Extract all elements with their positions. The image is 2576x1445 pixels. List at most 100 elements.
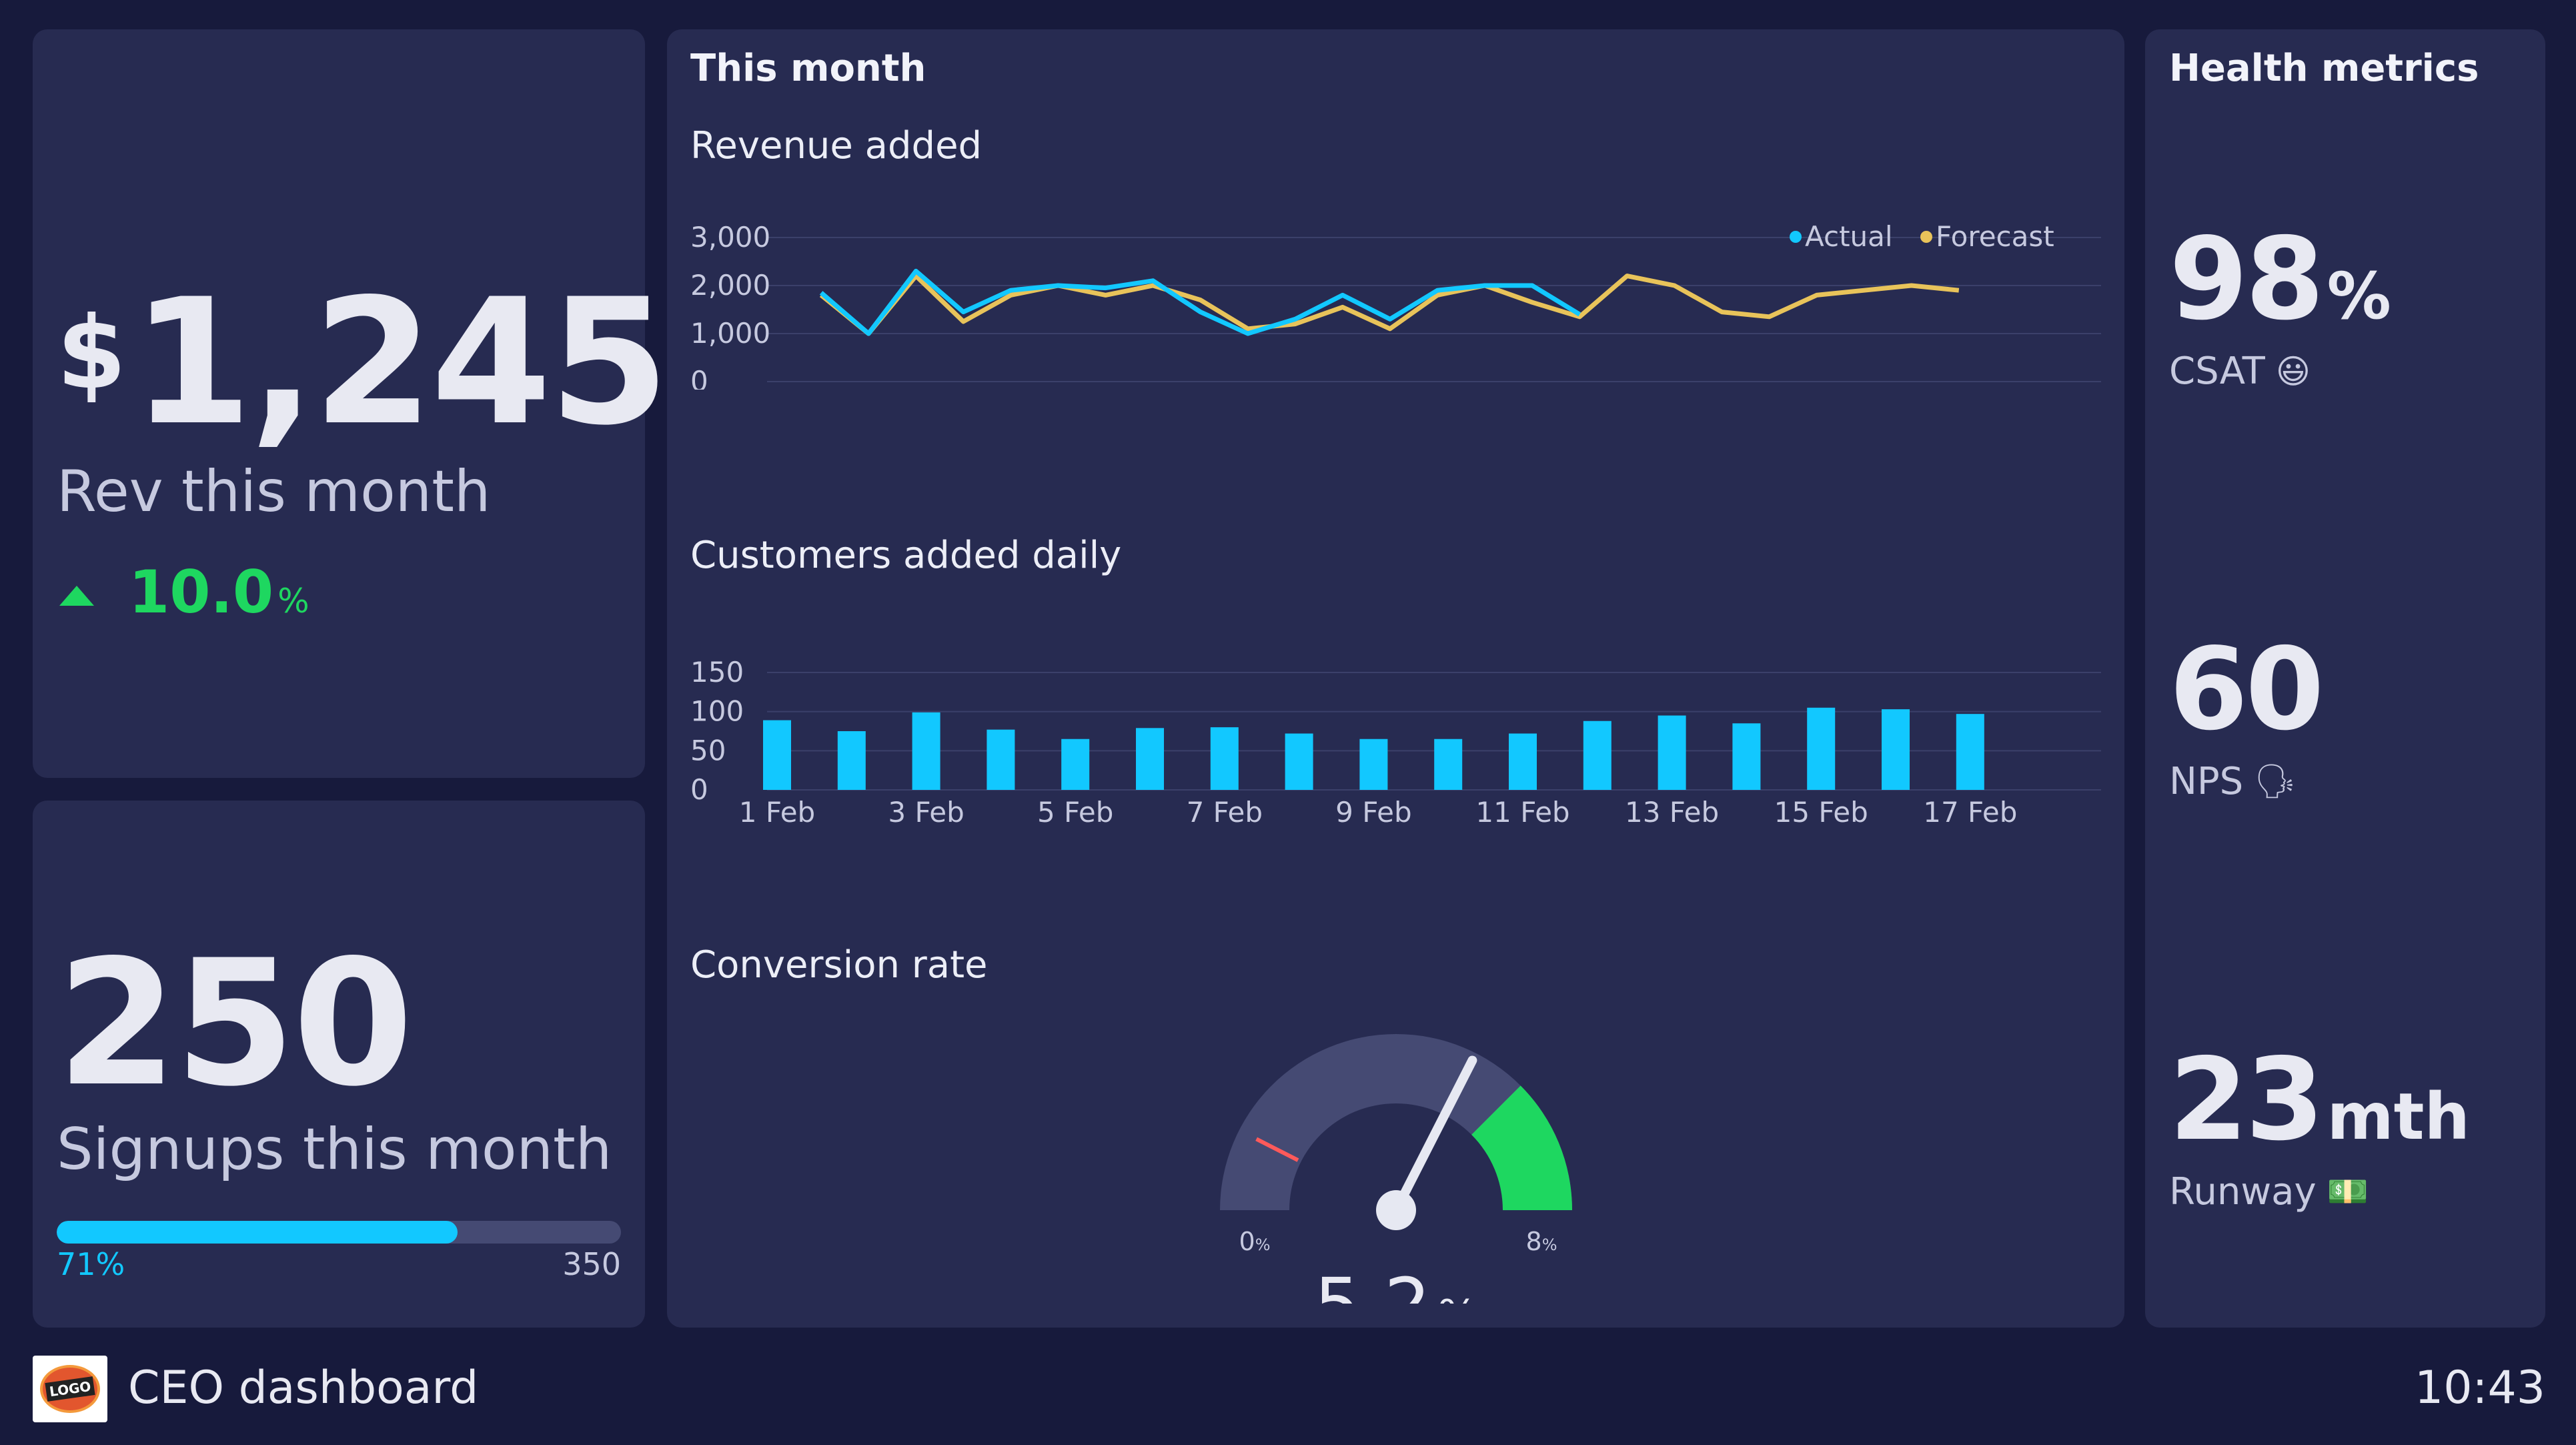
revenue-chart-title: Revenue added: [690, 124, 983, 167]
runway-label: Runway: [2169, 1170, 2317, 1214]
revenue-change-value: 10.0: [129, 558, 274, 626]
revenue-x-tick: 10 Feb: [1201, 386, 1295, 390]
nps-label: NPS: [2169, 760, 2244, 803]
bar: [837, 731, 866, 790]
gauge-value: 5.2%: [1314, 1262, 1478, 1304]
arrow-up-icon: [59, 586, 94, 606]
gauge-track: [1220, 1034, 1572, 1210]
csat-metric: 98% CSAT 😃: [2169, 223, 2391, 393]
signups-label: Signups this month: [57, 1116, 612, 1183]
runway-metric: 23mth Runway 💵: [2169, 1043, 2470, 1214]
revenue-y-tick: 0: [690, 365, 708, 390]
bar: [1509, 733, 1537, 790]
bar: [1658, 715, 1686, 790]
gauge-value-number: 5.2: [1314, 1262, 1431, 1304]
signups-target: 350: [562, 1246, 621, 1282]
company-logo: LOGO: [33, 1356, 107, 1422]
bar-y-tick: 100: [690, 695, 744, 728]
revenue-y-tick: 3,000: [690, 221, 770, 254]
bar-x-tick: 7 Feb: [1187, 796, 1263, 823]
bar: [1956, 714, 1984, 790]
nps-value: 60: [2169, 624, 2325, 756]
revenue-y-tick: 1,000: [690, 317, 770, 350]
bar: [1285, 733, 1313, 790]
gauge-warning-mark: [1255, 1137, 1299, 1162]
bar-x-tick: 1 Feb: [739, 796, 815, 823]
legend-dot-actual: [1790, 231, 1802, 243]
bar-y-tick: 150: [690, 656, 744, 688]
bar: [1882, 709, 1910, 790]
gauge-min-label: 0%: [1239, 1227, 1271, 1256]
gauge-max-unit: %: [1542, 1236, 1557, 1254]
gauge-min-unit: %: [1255, 1236, 1271, 1254]
conversion-gauge: 0%8%5.2%: [1220, 1034, 1572, 1304]
revenue-value: $1,245: [57, 276, 670, 450]
bar-x-tick: 17 Feb: [1923, 796, 2017, 823]
gauge-min-value: 0: [1239, 1227, 1255, 1256]
health-title: Health metrics: [2169, 47, 2479, 90]
revenue-x-tick: 24 Feb: [1864, 386, 1958, 390]
bar: [987, 729, 1015, 790]
bar: [763, 720, 791, 790]
gauge-needle: [1391, 1055, 1477, 1215]
revenue-change: 10.0%: [59, 563, 309, 622]
speaking-head-icon: 🗣: [2254, 762, 2297, 801]
bar: [912, 712, 940, 790]
customers-bar-chart: 0 50 100 150 1 Feb 3 Feb 5 Feb 7 Feb 9 Feb 11 Feb…: [690, 656, 2101, 823]
logo-badge-icon: LOGO: [40, 1365, 100, 1413]
csat-unit: %: [2327, 259, 2391, 334]
series-line-actual: [819, 268, 1581, 336]
signups-progress-percent: 71%: [57, 1246, 125, 1282]
bar: [1210, 727, 1239, 790]
bar: [1061, 739, 1090, 790]
logo-text: LOGO: [45, 1376, 95, 1402]
customers-chart-title: Customers added daily: [690, 534, 1122, 577]
gauge-value-unit: %: [1437, 1292, 1478, 1304]
smiley-icon: 😃: [2275, 352, 2311, 391]
csat-value: 98: [2169, 213, 2325, 346]
bar: [1583, 720, 1612, 790]
signups-kpi-card: 250 Signups this month 71% 350: [33, 801, 645, 1328]
csat-label: CSAT: [2169, 350, 2265, 393]
series-line-forecast: [819, 274, 1960, 336]
bar: [1732, 723, 1761, 790]
gauge-good-range: [1471, 1085, 1572, 1210]
legend-dot-forecast: [1920, 231, 1932, 243]
bar: [1807, 707, 1836, 790]
bar-x-tick: 3 Feb: [888, 796, 964, 823]
bar-x-tick: 9 Feb: [1335, 796, 1411, 823]
runway-value: 23: [2169, 1034, 2325, 1166]
health-metrics-panel: Health metrics 98% CSAT 😃 60 NPS 🗣 23mth R…: [2145, 29, 2545, 1328]
revenue-y-tick: 2,000: [690, 269, 770, 302]
bar-y-tick: 50: [690, 734, 726, 767]
revenue-label: Rev this month: [57, 458, 491, 525]
clock: 10:43: [2415, 1362, 2545, 1414]
gauge-hub: [1376, 1190, 1416, 1230]
bar: [1359, 739, 1388, 790]
bar-x-tick: 13 Feb: [1625, 796, 1719, 823]
currency-symbol: $: [57, 295, 127, 412]
bar-x-tick: 11 Feb: [1475, 796, 1569, 823]
signups-progress-fill: [57, 1221, 458, 1244]
signups-progress-bar: [57, 1221, 621, 1244]
revenue-x-tick: 3 Feb: [878, 386, 954, 390]
bar: [1434, 739, 1463, 790]
revenue-x-tick: 17 Feb: [1533, 386, 1627, 390]
legend-label-forecast: Forecast: [1936, 220, 2054, 253]
panel-title: This month: [690, 47, 926, 90]
dashboard-title: CEO dashboard: [128, 1362, 479, 1414]
bar-x-tick: 15 Feb: [1774, 796, 1868, 823]
revenue-kpi-card: $1,245 Rev this month 10.0%: [33, 29, 670, 778]
revenue-change-unit: %: [277, 582, 309, 620]
signups-value: 250: [57, 923, 414, 1125]
runway-unit: mth: [2327, 1079, 2470, 1154]
conversion-title: Conversion rate: [690, 943, 988, 987]
gauge-max-label: 8%: [1526, 1227, 1557, 1256]
legend-label-actual: Actual: [1805, 220, 1893, 253]
bar-y-tick: 0: [690, 773, 708, 806]
bar-x-tick: 5 Feb: [1037, 796, 1113, 823]
bar: [1136, 728, 1164, 790]
nps-metric: 60 NPS 🗣: [2169, 633, 2325, 803]
gauge-max-value: 8: [1526, 1227, 1542, 1256]
revenue-line-chart: 0 1,000 2,000 3,000 3 Feb 10 Feb 17 Feb 24 Feb F…: [690, 220, 2101, 390]
